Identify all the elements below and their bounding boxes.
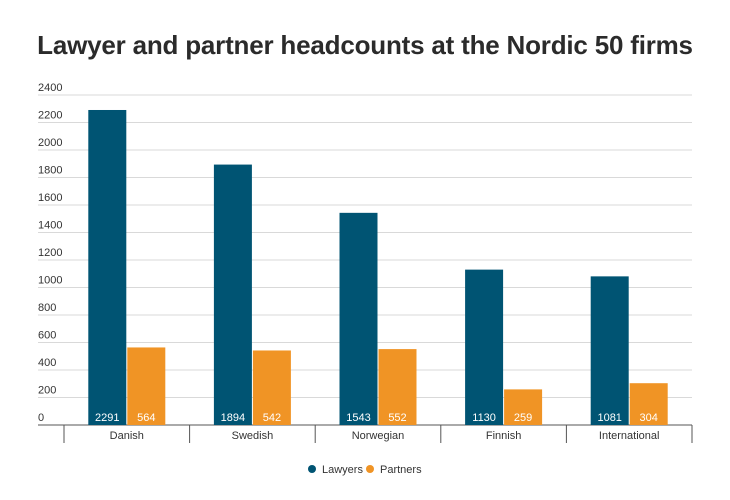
- bar-lawyers-finnish: [465, 269, 504, 425]
- bar-partners-swedish: [252, 350, 291, 425]
- bar-partners-international: [629, 383, 668, 425]
- legend-marker-partners: [366, 465, 374, 473]
- y-tick-label: 2000: [38, 137, 62, 149]
- data-label: 259: [514, 412, 532, 424]
- y-tick-label: 200: [38, 385, 56, 397]
- category-label: Danish: [110, 430, 144, 442]
- data-label: 552: [388, 412, 406, 424]
- y-tick-label: 2200: [38, 110, 62, 122]
- legend-label: Lawyers: [322, 464, 363, 476]
- data-label: 304: [640, 412, 658, 424]
- bar-lawyers-danish: [88, 109, 127, 426]
- bar-lawyers-international: [590, 276, 629, 425]
- y-tick-label: 1800: [38, 165, 62, 177]
- y-tick-label: 1200: [38, 247, 62, 259]
- y-tick-label: 1600: [38, 192, 62, 204]
- bar-partners-norwegian: [378, 349, 417, 425]
- data-label: 1894: [221, 412, 245, 424]
- data-label: 1543: [346, 412, 370, 424]
- y-tick-label: 800: [38, 302, 56, 314]
- y-tick-label: 1000: [38, 275, 62, 287]
- y-tick-label: 0: [38, 412, 44, 424]
- category-label: International: [599, 430, 660, 442]
- category-label: Finnish: [486, 430, 521, 442]
- y-tick-label: 600: [38, 330, 56, 342]
- y-tick-label: 400: [38, 357, 56, 369]
- bar-lawyers-norwegian: [339, 212, 378, 425]
- data-label: 564: [137, 412, 155, 424]
- legend-label: Partners: [380, 464, 422, 476]
- bar-partners-finnish: [504, 389, 543, 425]
- y-tick-label: 1400: [38, 220, 62, 232]
- data-label: 2291: [95, 412, 119, 424]
- legend-marker-lawyers: [308, 465, 316, 473]
- category-label: Norwegian: [352, 430, 405, 442]
- chart-title: Lawyer and partner headcounts at the Nor…: [37, 30, 693, 60]
- bar-partners-danish: [127, 347, 166, 425]
- bar-lawyers-swedish: [213, 164, 252, 425]
- category-label: Swedish: [232, 430, 274, 442]
- data-label: 1081: [597, 412, 621, 424]
- data-label: 1130: [472, 412, 496, 424]
- y-tick-label: 2400: [38, 82, 62, 94]
- data-label: 542: [263, 412, 281, 424]
